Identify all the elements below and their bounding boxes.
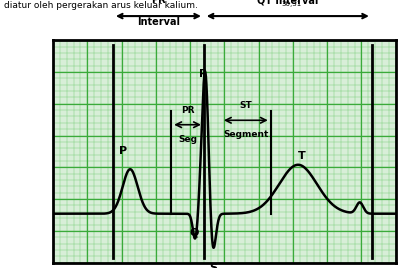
Text: 30,31: 30,31 — [282, 1, 302, 7]
Text: ST: ST — [239, 101, 252, 110]
Text: diatur oleh pergerakan arus keluar kalium.: diatur oleh pergerakan arus keluar kaliu… — [4, 1, 198, 10]
Text: Seg: Seg — [178, 135, 197, 144]
Text: P: P — [119, 146, 127, 157]
Text: PR: PR — [151, 0, 166, 5]
Text: QT Interval: QT Interval — [257, 0, 319, 5]
Text: PR: PR — [181, 106, 194, 115]
Text: R: R — [199, 69, 207, 79]
Text: Interval: Interval — [137, 17, 180, 27]
Text: Segment: Segment — [223, 130, 268, 139]
Text: S: S — [209, 263, 217, 268]
Text: Q: Q — [190, 228, 199, 238]
Text: T: T — [298, 151, 305, 161]
